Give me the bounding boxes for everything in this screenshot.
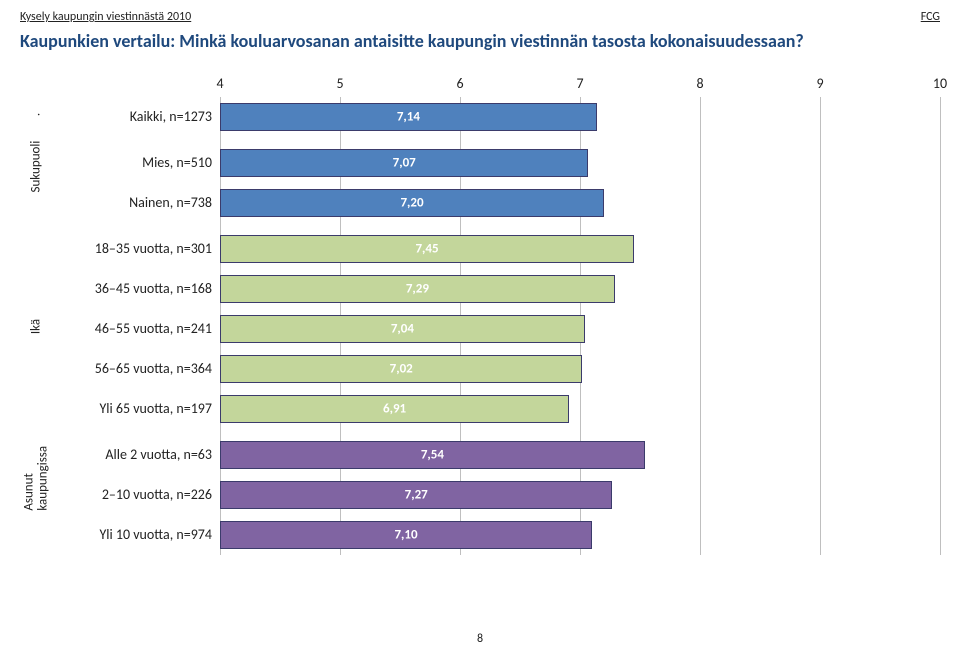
row-label: Nainen, n=738	[54, 194, 220, 211]
bar-track: 7,07	[220, 149, 940, 177]
bar-track: 7,10	[220, 521, 940, 549]
bar-track: 7,45	[220, 235, 940, 263]
bar-value-label: 7,02	[390, 361, 413, 376]
row-label: Yli 10 vuotta, n=974	[54, 526, 220, 543]
group-label-asunut: Asunutkaupungissa	[22, 486, 49, 510]
bar-value-label: 7,29	[406, 281, 429, 296]
bar-value-label: 7,07	[393, 155, 416, 170]
chart: 45678910Kaikki, n=12737,14.Mies, n=5107,…	[20, 75, 940, 559]
chart-row: Nainen, n=738 7,20	[20, 183, 940, 223]
row-label: 36–45 vuotta, n=168	[54, 280, 220, 297]
bar-value-label: 7,20	[400, 195, 423, 210]
page-number: 8	[477, 632, 483, 646]
chart-row: 46–55 vuotta, n=241 7,04	[20, 309, 940, 349]
page-title: Kaupunkien vertailu: Minkä kouluarvosana…	[20, 30, 940, 53]
bar-value-label: 7,27	[405, 487, 428, 502]
header-left: Kysely kaupungin viestinnästä 2010	[20, 10, 191, 24]
bar-value-label: 7,04	[391, 321, 414, 336]
x-tick-label: 4	[216, 75, 223, 92]
bar-track: 7,54	[220, 441, 940, 469]
chart-row: 56–65 vuotta, n=364 7,02	[20, 349, 940, 389]
chart-row: Mies, n=510 7,07	[20, 143, 940, 183]
x-tick-label: 9	[816, 75, 823, 92]
bar-value-label: 7,10	[394, 527, 417, 542]
chart-row: Kaikki, n=1273 7,14	[20, 97, 940, 137]
bar-track: 7,27	[220, 481, 940, 509]
row-label: Mies, n=510	[54, 154, 220, 171]
chart-row: 36–45 vuotta, n=168 7,29	[20, 269, 940, 309]
bar-track: 7,20	[220, 189, 940, 217]
chart-row: Yli 10 vuotta, n=974 7,10	[20, 515, 940, 555]
bar-value-label: 7,45	[415, 241, 438, 256]
x-axis: 45678910	[20, 75, 940, 97]
bar-track: 6,91	[220, 395, 940, 423]
group-label-dot: .	[29, 102, 44, 126]
x-tick-label: 8	[696, 75, 703, 92]
header-row: Kysely kaupungin viestinnästä 2010 FCG	[20, 10, 940, 24]
group-label-sukupuoli: Sukupuoli	[29, 168, 44, 192]
row-label: 56–65 vuotta, n=364	[54, 360, 220, 377]
header-right: FCG	[921, 10, 940, 24]
row-label: 18–35 vuotta, n=301	[54, 240, 220, 257]
bar-track: 7,04	[220, 315, 940, 343]
group-label-ika: Ikä	[29, 314, 44, 338]
bar-track: 7,02	[220, 355, 940, 383]
chart-row: 18–35 vuotta, n=301 7,45	[20, 229, 940, 269]
row-label: 2–10 vuotta, n=226	[54, 486, 220, 503]
row-label: 46–55 vuotta, n=241	[54, 320, 220, 337]
grid-line	[940, 97, 941, 555]
bar-value-label: 7,54	[421, 447, 444, 462]
chart-row: 2–10 vuotta, n=226 7,27	[20, 475, 940, 515]
chart-row: Alle 2 vuotta, n=63 7,54	[20, 435, 940, 475]
bar-value-label: 6,91	[383, 401, 406, 416]
bar-track: 7,29	[220, 275, 940, 303]
x-tick-label: 7	[576, 75, 583, 92]
bar-value-label: 7,14	[397, 109, 420, 124]
bar-track: 7,14	[220, 103, 940, 131]
row-label: Alle 2 vuotta, n=63	[54, 446, 220, 463]
row-label: Kaikki, n=1273	[54, 108, 220, 125]
x-tick-label: 5	[336, 75, 343, 92]
x-tick-label: 6	[456, 75, 463, 92]
page: Kysely kaupungin viestinnästä 2010 FCG K…	[0, 0, 960, 652]
chart-row: Yli 65 vuotta, n=197 6,91	[20, 389, 940, 429]
x-tick-label: 10	[933, 75, 947, 92]
row-label: Yli 65 vuotta, n=197	[54, 400, 220, 417]
